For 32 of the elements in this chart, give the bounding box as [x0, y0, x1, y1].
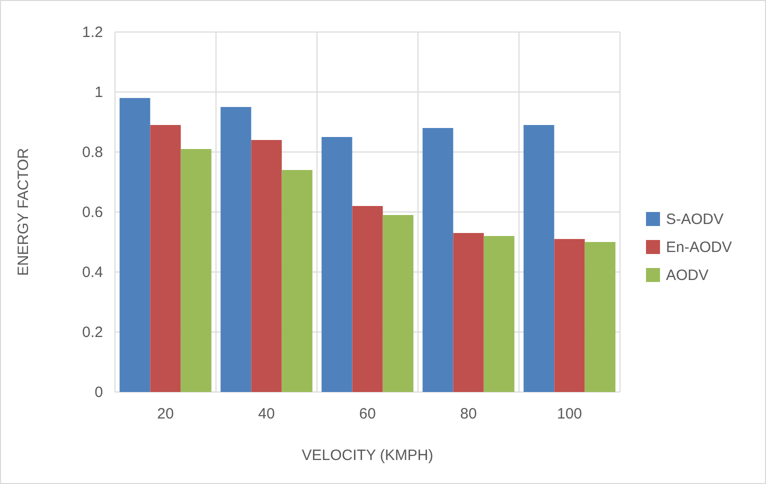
bar: [484, 236, 514, 392]
x-tick-label: 100: [556, 406, 582, 423]
y-tick-label: 1.2: [82, 24, 103, 41]
y-tick-label: 1: [94, 84, 103, 101]
x-tick-label: 60: [359, 406, 376, 423]
bar: [554, 239, 585, 392]
bar: [382, 215, 414, 392]
bar: [322, 137, 352, 392]
bar: [220, 107, 252, 392]
bar: [180, 149, 212, 392]
x-tick-label: 20: [157, 406, 174, 423]
bar: [352, 206, 383, 392]
bar: [584, 242, 616, 392]
bar: [120, 98, 150, 392]
x-axis-title: VELOCITY (KMPH): [302, 447, 434, 464]
y-tick-label: 0.8: [82, 144, 103, 161]
legend-label: En-AODV: [666, 239, 732, 256]
bar: [453, 233, 484, 392]
legend-label: AODV: [666, 267, 709, 284]
bar: [422, 128, 454, 392]
x-tick-label: 40: [258, 406, 275, 423]
bar: [282, 170, 312, 392]
y-tick-label: 0: [94, 384, 103, 401]
y-axis-title: ENERGY FACTOR: [15, 148, 32, 276]
legend-label: S-AODV: [666, 211, 724, 228]
bar: [251, 140, 282, 392]
y-tick-label: 0.4: [82, 264, 103, 281]
y-tick-label: 0.6: [82, 204, 103, 221]
y-tick-label: 0.2: [82, 324, 103, 341]
x-tick-label: 80: [460, 406, 477, 423]
bar: [524, 125, 554, 392]
bar: [150, 125, 181, 392]
